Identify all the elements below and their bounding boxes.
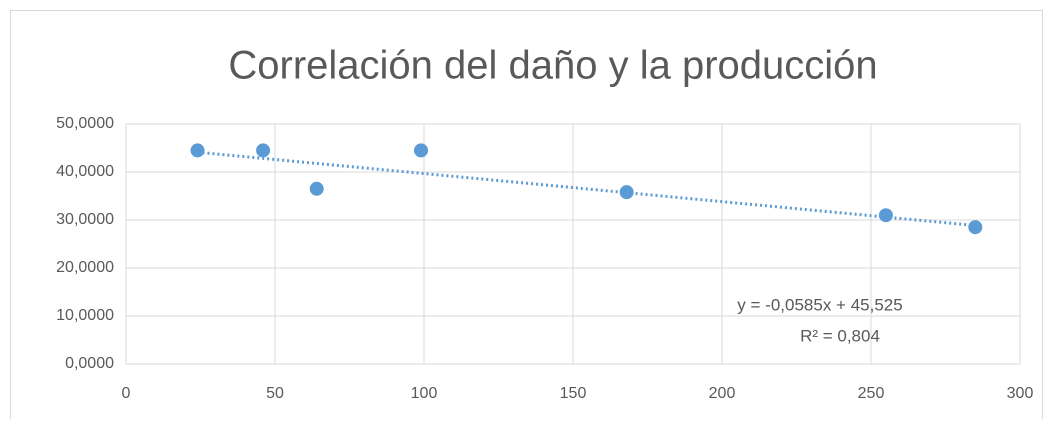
point bbox=[968, 220, 983, 235]
point bbox=[619, 185, 634, 200]
trendline bbox=[197, 150, 976, 228]
trendline-equation: y = -0,0585x + 45,525 bbox=[737, 295, 902, 314]
x-tick-label: 50 bbox=[266, 385, 284, 402]
x-tick-label: 0 bbox=[122, 385, 131, 402]
point bbox=[414, 143, 429, 158]
chart-title: Correlación del daño y la producción bbox=[228, 44, 877, 88]
x-tick-label: 250 bbox=[858, 385, 885, 402]
y-tick-label: 50,0000 bbox=[56, 115, 114, 132]
y-tick-label: 0,0000 bbox=[65, 355, 114, 372]
y-tick-label: 10,0000 bbox=[56, 307, 114, 324]
x-tick-label: 200 bbox=[709, 385, 736, 402]
point bbox=[309, 181, 324, 196]
point bbox=[878, 208, 893, 223]
y-tick-label: 30,0000 bbox=[56, 211, 114, 228]
x-tick-label: 150 bbox=[560, 385, 587, 402]
x-tick-label: 100 bbox=[411, 385, 438, 402]
y-tick-label: 40,0000 bbox=[56, 163, 114, 180]
x-tick-label: 300 bbox=[1007, 385, 1034, 402]
trendline-r2: R² = 0,804 bbox=[800, 326, 880, 345]
y-tick-label: 20,0000 bbox=[56, 259, 114, 276]
point bbox=[190, 143, 205, 158]
point bbox=[256, 143, 271, 158]
